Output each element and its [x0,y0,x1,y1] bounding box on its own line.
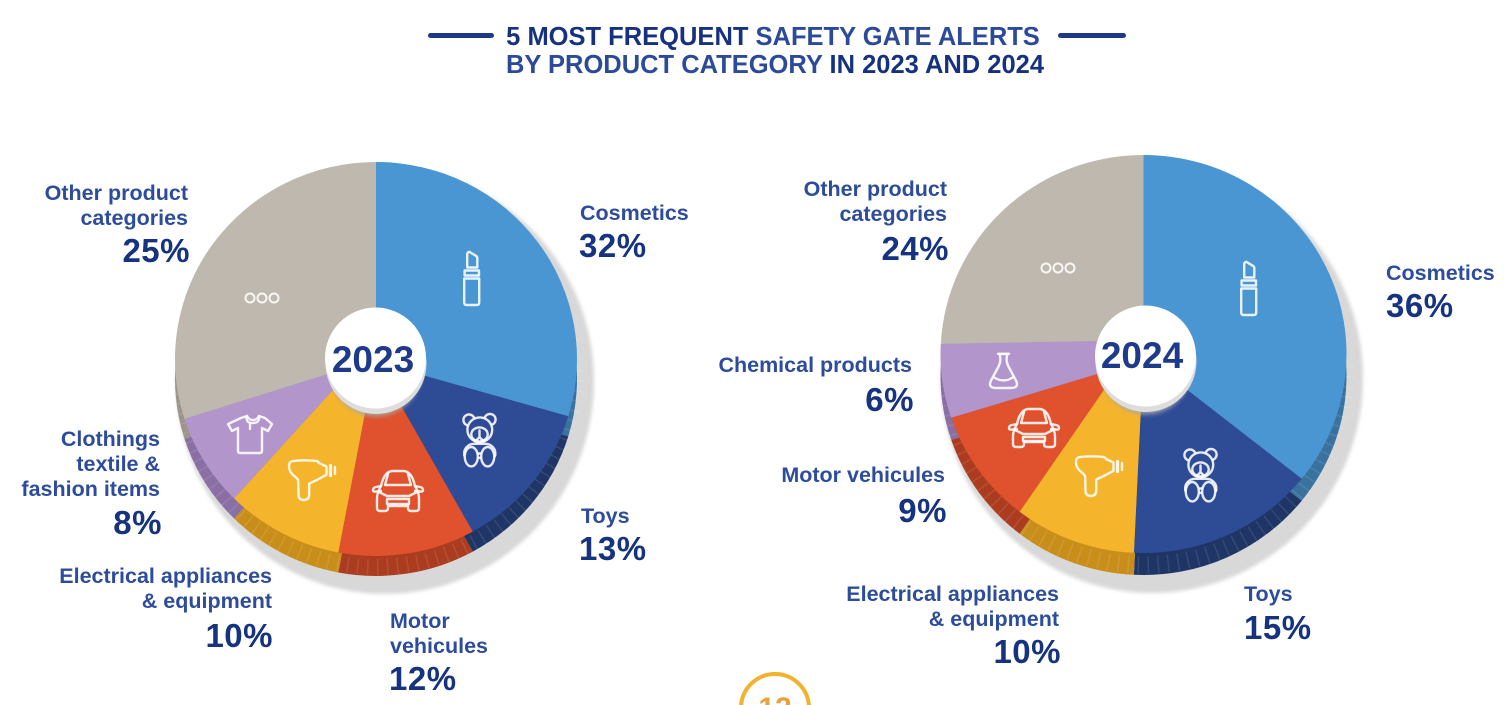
svg-text:12: 12 [758,692,791,705]
